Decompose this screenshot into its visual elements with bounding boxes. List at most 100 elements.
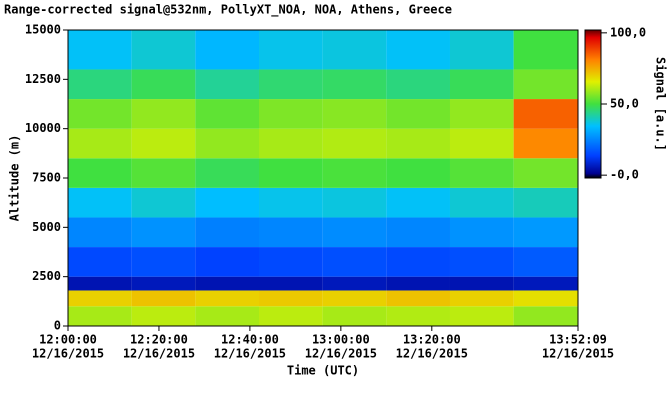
heatmap-cell xyxy=(386,128,450,159)
x-axis-label: Time (UTC) xyxy=(287,364,359,378)
heatmap-cell xyxy=(195,128,259,159)
heatmap-cell xyxy=(68,276,132,291)
heatmap-cell xyxy=(449,290,514,307)
x-tick-date: 12/16/2015 xyxy=(542,347,614,361)
heatmap-cell xyxy=(131,247,196,277)
heatmap-cell xyxy=(258,158,323,188)
heatmap-cell xyxy=(386,158,450,188)
heatmap-cell xyxy=(258,306,323,326)
heatmap-cell xyxy=(449,306,514,326)
heatmap-cell xyxy=(513,99,578,129)
heatmap-cell xyxy=(258,128,323,159)
x-tick-label: 12:40:00 xyxy=(221,333,279,347)
heatmap-cell xyxy=(449,99,514,129)
x-tick-date: 12/16/2015 xyxy=(214,347,286,361)
heatmap-cell xyxy=(131,99,196,129)
heatmap-cell xyxy=(322,128,387,159)
colorbar-label: Signal [a.u.] xyxy=(654,57,668,151)
heatmap-cell xyxy=(195,247,259,277)
heatmap-cell xyxy=(513,158,578,188)
heatmap-cell xyxy=(449,217,514,248)
heatmap-cell xyxy=(258,99,323,129)
heatmap-cell xyxy=(322,247,387,277)
y-axis-label: Altitude (m) xyxy=(8,135,22,222)
heatmap-cell xyxy=(68,187,132,218)
heatmap-cell xyxy=(68,306,132,326)
heatmap-cell xyxy=(258,247,323,277)
heatmap-cell xyxy=(131,187,196,218)
heatmap-cell xyxy=(131,69,196,100)
heatmap-cell xyxy=(386,187,450,218)
y-tick-label: 12500 xyxy=(25,72,61,86)
heatmap-cell xyxy=(68,30,132,70)
heatmap-cell xyxy=(449,158,514,188)
heatmap-cell xyxy=(131,128,196,159)
heatmap-cell xyxy=(386,306,450,326)
heatmap-cell xyxy=(258,69,323,100)
x-tick-label: 12:20:00 xyxy=(130,333,188,347)
y-tick-label: 15000 xyxy=(25,23,61,37)
heatmap-cell xyxy=(322,217,387,248)
heatmap-cell xyxy=(513,69,578,100)
heatmap-cell xyxy=(449,187,514,218)
heatmap-cell xyxy=(195,276,259,291)
heatmap-cell xyxy=(386,99,450,129)
heatmap-cell xyxy=(322,69,387,100)
heatmap-cell xyxy=(513,306,578,326)
heatmap-cell xyxy=(131,217,196,248)
heatmap-cell xyxy=(68,128,132,159)
heatmap-cell xyxy=(258,217,323,248)
heatmap-cell xyxy=(513,276,578,291)
y-tick-label: 2500 xyxy=(32,269,61,283)
x-tick-label: 13:20:00 xyxy=(403,333,461,347)
x-tick-date: 12/16/2015 xyxy=(123,347,195,361)
colorbar xyxy=(584,29,602,179)
heatmap-cell xyxy=(322,30,387,70)
heatmap-cell xyxy=(131,30,196,70)
heatmap-cell xyxy=(131,158,196,188)
heatmap-cell xyxy=(131,290,196,307)
heatmap-cell xyxy=(68,217,132,248)
heatmap-cell xyxy=(258,187,323,218)
heatmap-cell xyxy=(195,217,259,248)
x-tick-date: 12/16/2015 xyxy=(396,347,468,361)
heatmap-cell xyxy=(322,158,387,188)
heatmap-cell xyxy=(386,217,450,248)
heatmap-cell xyxy=(322,290,387,307)
chart-title: Range-corrected signal@532nm, PollyXT_NO… xyxy=(4,3,452,18)
heatmap-cell xyxy=(386,276,450,291)
heatmap-cell xyxy=(195,69,259,100)
heatmap-cell xyxy=(195,187,259,218)
heatmap-cell xyxy=(322,99,387,129)
heatmap-cell xyxy=(513,247,578,277)
heatmap-cell xyxy=(386,30,450,70)
heatmap-cell xyxy=(195,30,259,70)
heatmap-cell xyxy=(68,158,132,188)
x-tick-label: 13:00:00 xyxy=(312,333,370,347)
heatmap-cell xyxy=(258,276,323,291)
x-tick-label: 13:52:09 xyxy=(549,333,607,347)
heatmap-cell xyxy=(513,187,578,218)
heatmap-cell xyxy=(513,217,578,248)
heatmap-cell xyxy=(449,276,514,291)
heatmap-cell xyxy=(68,69,132,100)
heatmap-cell xyxy=(449,30,514,70)
heatmap-cell xyxy=(386,290,450,307)
heatmap-cell xyxy=(386,69,450,100)
y-tick-label: 5000 xyxy=(32,220,61,234)
heatmap-cell xyxy=(68,290,132,307)
heatmap-cell xyxy=(258,30,323,70)
heatmap-cell xyxy=(195,99,259,129)
heatmap-cell xyxy=(131,276,196,291)
x-tick-date: 12/16/2015 xyxy=(32,347,104,361)
heatmap-cell xyxy=(386,247,450,277)
heatmap-cell xyxy=(322,276,387,291)
heatmap-cell xyxy=(449,247,514,277)
heatmap-cell xyxy=(513,128,578,159)
heatmap-cell xyxy=(68,99,132,129)
heatmap-cell xyxy=(131,306,196,326)
heatmap-cell xyxy=(195,306,259,326)
heatmap-cell xyxy=(68,247,132,277)
y-tick-label: 10000 xyxy=(25,121,61,135)
